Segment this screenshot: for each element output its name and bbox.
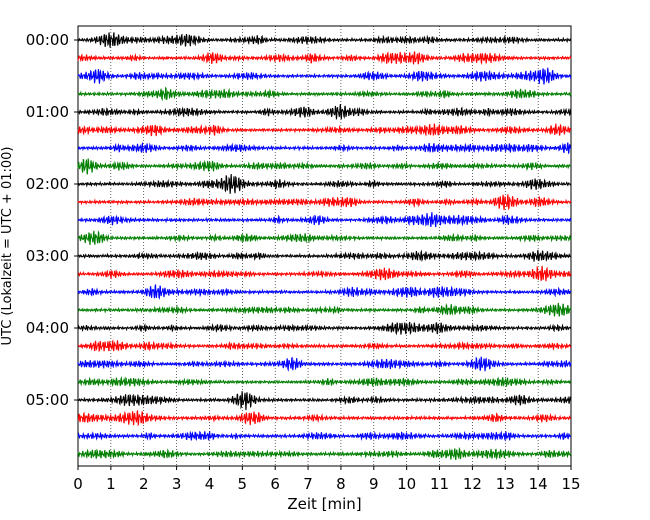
- trace-line: [77, 356, 572, 372]
- x-tick-label: 3: [172, 475, 182, 493]
- trace-line: [77, 158, 572, 175]
- y-tick-label: 02:00: [26, 175, 69, 193]
- trace-line: [77, 391, 572, 411]
- trace-line: [77, 230, 572, 246]
- x-tick-label: 2: [139, 475, 149, 493]
- x-tick-label: 12: [463, 475, 482, 493]
- y-tick-label: 03:00: [26, 247, 69, 265]
- trace-line: [77, 265, 572, 282]
- trace-line: [77, 339, 572, 353]
- trace-line: [77, 86, 572, 102]
- trace-line: [77, 375, 572, 388]
- x-tick-label: 8: [336, 475, 346, 493]
- x-tick-label: 14: [529, 475, 548, 493]
- x-axis-label: Zeit [min]: [287, 495, 361, 513]
- trace-line: [77, 302, 572, 317]
- trace-line: [77, 446, 572, 461]
- trace-line: [77, 249, 572, 263]
- trace-line: [77, 32, 572, 48]
- trace-line: [77, 67, 572, 85]
- x-tick-label: 9: [369, 475, 379, 493]
- trace-line: [77, 194, 572, 211]
- y-tick-label: 05:00: [26, 391, 69, 409]
- y-tick-label: 04:00: [26, 319, 69, 337]
- trace-line: [77, 51, 572, 66]
- seismogram-traces: [77, 32, 572, 461]
- trace-line: [77, 141, 572, 155]
- plot-frame: [77, 25, 572, 467]
- x-tick-label: 15: [561, 475, 580, 493]
- y-tick-label: 01:00: [26, 103, 69, 121]
- trace-line: [77, 104, 572, 120]
- x-tick-label: 11: [430, 475, 449, 493]
- x-axis-ticks: 0 1 2 3 4 5 6 7 8 9 10 11 12 13 14 15: [73, 466, 581, 493]
- x-tick-label: 10: [397, 475, 416, 493]
- y-axis-label: UTC (Lokalzeit = UTC + 01:00): [0, 147, 15, 346]
- trace-line: [77, 123, 572, 137]
- x-tick-label: 5: [238, 475, 248, 493]
- x-tick-label: 6: [270, 475, 280, 493]
- y-axis-ticks: 00:00 01:00 02:00 03:00 04:00 05:00: [26, 31, 78, 409]
- x-tick-label: 0: [73, 475, 83, 493]
- trace-line: [77, 173, 572, 194]
- trace-line: [77, 284, 572, 300]
- x-tick-label: 7: [303, 475, 313, 493]
- x-tick-label: 13: [496, 475, 515, 493]
- trace-line: [77, 430, 572, 442]
- vertical-grid: [110, 26, 539, 466]
- trace-line: [77, 410, 572, 427]
- trace-line: [77, 321, 572, 336]
- y-tick-label: 00:00: [26, 31, 69, 49]
- trace-line: [77, 212, 572, 228]
- x-tick-label: 1: [106, 475, 116, 493]
- x-tick-label: 4: [205, 475, 215, 493]
